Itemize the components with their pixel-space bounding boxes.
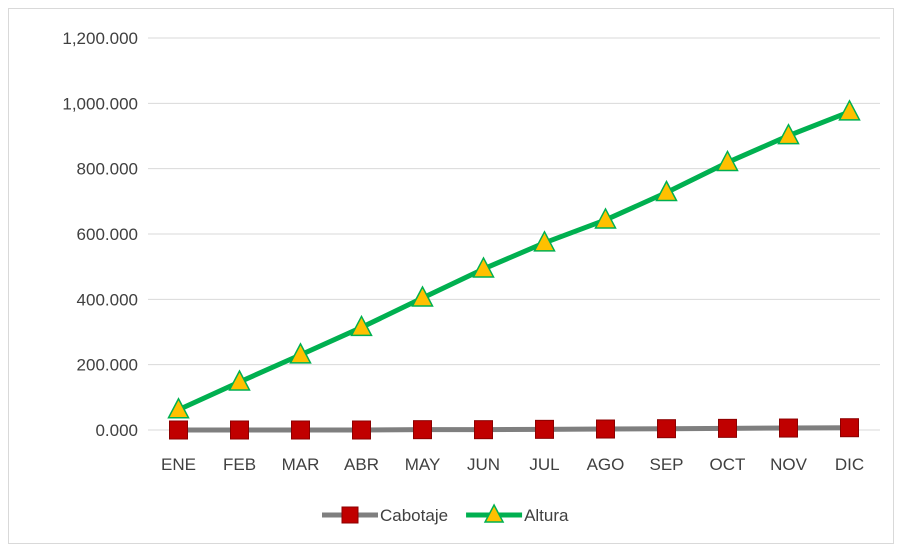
data-point-altura [411,285,434,307]
x-tick-label: SEP [649,455,683,474]
x-tick-label: JUL [529,455,559,474]
legend-label-altura: Altura [524,506,569,525]
data-point-altura [716,149,739,172]
data-point-altura [777,123,800,145]
x-tick-label: ENE [161,455,196,474]
legend-marker-altura [483,503,505,523]
y-tick-label: 1,200.000 [62,29,138,48]
data-point-altura [655,179,678,202]
data-point-altura [472,256,495,278]
y-tick-label: 600.000 [77,225,138,244]
y-tick-label: 800.000 [77,160,138,179]
data-point-cabotaje [779,418,798,438]
data-point-altura [167,397,190,419]
data-point-cabotaje [535,419,554,439]
x-tick-label: NOV [770,455,808,474]
series-line-cabotaje [178,425,850,433]
y-tick-label: 1,000.000 [62,94,138,113]
data-point-cabotaje [657,419,676,439]
x-tick-label: FEB [223,455,256,474]
x-tick-label: ABR [344,455,379,474]
data-point-cabotaje [230,420,249,440]
data-point-altura [838,99,861,121]
x-tick-label: AGO [587,455,625,474]
data-point-altura [289,342,312,364]
data-point-altura [350,314,373,337]
series-markers [167,99,861,440]
series-lines [177,109,851,433]
x-tick-label: JUN [467,455,500,474]
x-axis-ticks: ENE FEB MAR ABR MAY JUN JUL AGO SEP OCT NOV DIC [161,455,864,474]
data-point-altura [533,230,556,252]
y-tick-label: 400.000 [77,290,138,309]
x-tick-label: OCT [710,455,746,474]
data-point-cabotaje [413,420,432,440]
data-point-cabotaje [474,420,493,440]
data-point-cabotaje [840,418,859,438]
series-line-altura [177,109,851,413]
data-point-altura [228,369,251,391]
y-axis-ticks: 0.000 200.000 400.000 600.000 800.000 1,000.0… [62,29,138,440]
data-point-cabotaje [169,420,188,440]
legend: Cabotaje Altura [322,503,569,525]
legend-marker-cabotaje [341,506,359,524]
y-tick-label: 200.000 [77,356,138,375]
y-tick-label: 0.000 [95,421,138,440]
chart-frame [8,8,894,544]
data-point-altura [594,207,617,229]
x-tick-label: MAR [282,455,320,474]
data-point-cabotaje [352,420,371,440]
data-point-cabotaje [291,420,310,440]
x-tick-label: MAY [405,455,441,474]
legend-label-cabotaje: Cabotaje [380,506,448,525]
data-point-cabotaje [718,418,737,438]
data-point-cabotaje [596,419,615,439]
x-tick-label: DIC [835,455,864,474]
